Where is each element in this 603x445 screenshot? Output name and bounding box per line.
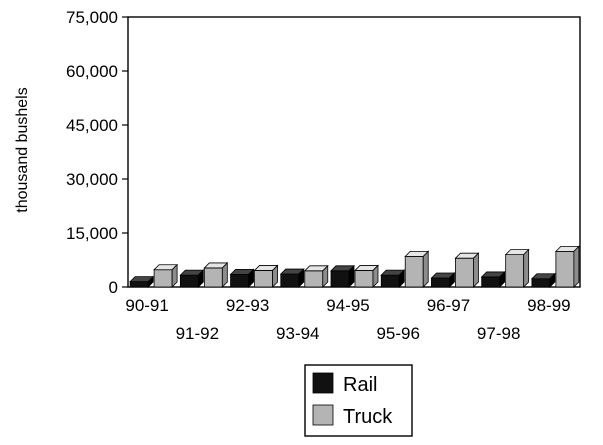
x-tick-label: 95-96 (376, 324, 419, 343)
plot-frame (127, 16, 581, 288)
y-tick-label: 15,000 (66, 224, 118, 243)
plot-area (127, 16, 581, 288)
y-tick-label: 60,000 (66, 62, 118, 81)
legend-swatch-rail (312, 372, 334, 394)
bar-rail-96-97 (430, 272, 456, 288)
x-tick-label: 91-92 (176, 324, 219, 343)
legend-swatch-truck (312, 404, 334, 426)
bar-rail-98-99 (530, 272, 556, 288)
legend-label-rail: Rail (343, 374, 377, 396)
bar-rail-91-92 (179, 269, 205, 288)
x-tick-label: 97-98 (477, 324, 520, 343)
bar-truck-94-95 (354, 264, 379, 288)
bar-truck-98-99 (554, 245, 580, 288)
bar-truck-92-93 (253, 264, 279, 288)
bar-rail-97-98 (480, 270, 506, 288)
x-tick-label: 96-97 (427, 296, 470, 315)
bar-truck-93-94 (303, 264, 329, 288)
bar-rail-92-93 (229, 268, 255, 288)
x-tick-label: 94-95 (326, 296, 369, 315)
bar-rail-93-94 (279, 268, 305, 288)
bar-rail-90-91 (129, 275, 155, 288)
legend-label-truck: Truck (343, 406, 393, 428)
x-axis-ticks: 90-91 91-92 92-93 93-94 94-95 95-96 96-97 97-98… (125, 296, 570, 343)
y-tick-label: 0 (109, 278, 118, 297)
y-tick-label: 30,000 (66, 170, 118, 189)
bar-truck-95-96 (404, 250, 430, 288)
x-tick-label: 93-94 (276, 324, 319, 343)
x-tick-label: 90-91 (125, 296, 168, 315)
bar-truck-91-92 (203, 261, 229, 288)
y-axis-ticks: 0 15,000 30,000 45,000 60,000 75,000 (66, 8, 128, 297)
y-tick-label: 45,000 (66, 116, 118, 135)
legend: Rail Truck (304, 364, 413, 437)
bar-rail-94-95 (330, 264, 355, 288)
bar-truck-96-97 (454, 252, 480, 288)
y-tick-label: 75,000 (66, 8, 118, 27)
bar-truck-90-91 (153, 263, 179, 288)
x-tick-label: 98-99 (527, 296, 570, 315)
bar-rail-95-96 (380, 269, 406, 288)
x-tick-label: 92-93 (226, 296, 269, 315)
bar-truck-97-98 (504, 248, 530, 288)
y-axis-title: thousand bushels (14, 87, 31, 212)
bars-group (129, 245, 580, 288)
